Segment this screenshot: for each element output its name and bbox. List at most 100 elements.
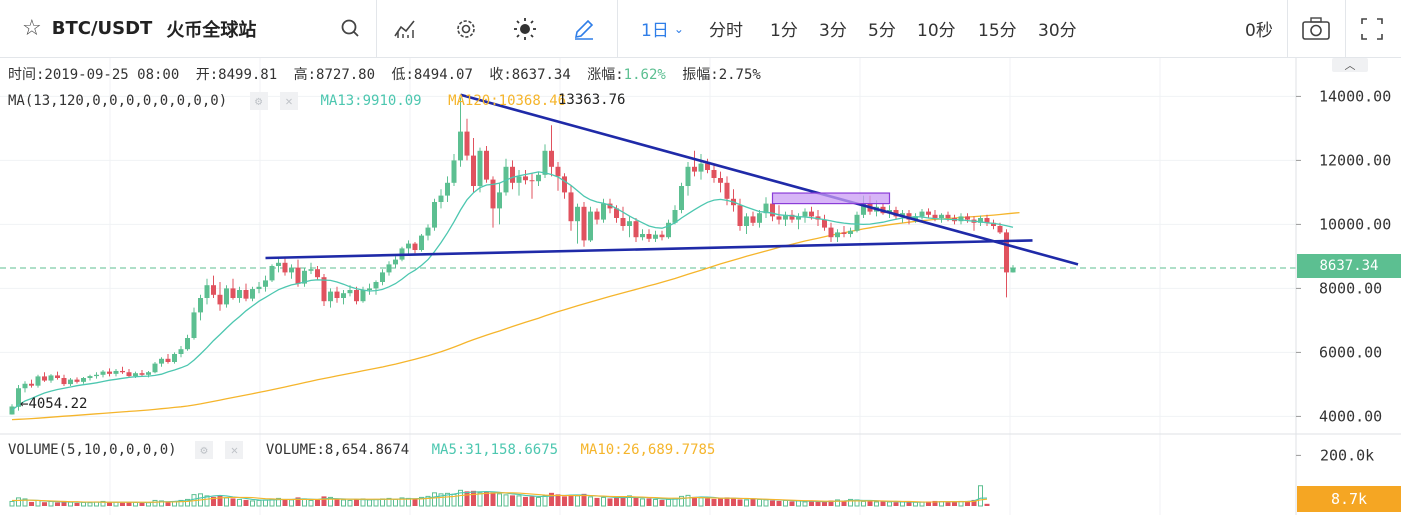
candle-body — [315, 269, 320, 278]
candle-body — [406, 243, 411, 249]
volume-bar — [783, 499, 788, 507]
candle-body — [607, 203, 613, 209]
volume-ma10-value: MA10:26,689.7785 — [580, 442, 716, 458]
volume-bar — [984, 503, 990, 506]
volume-bars — [9, 485, 990, 507]
candle-body — [282, 262, 288, 273]
price-chart[interactable]: 14000.00 12000.00 10000.00 8000.00 6000.00 40… — [0, 58, 1401, 515]
toolbar: ☆ BTC/USDT 火币全球站 1日 ⌄ 分时 1分 3分 5分 10分 15… — [0, 0, 1401, 58]
ma120-overlap-text: 13363.76 — [558, 92, 626, 108]
volume-value: VOLUME:8,654.8674 — [265, 442, 410, 458]
candle-body — [224, 288, 229, 305]
candle-body — [588, 211, 593, 241]
interval-10m[interactable]: 10分 — [917, 21, 956, 41]
volume-bar — [29, 501, 34, 506]
volume-settings-icon[interactable]: ⚙ — [195, 441, 214, 459]
info-high: 高:8727.80 — [293, 67, 376, 83]
candle-body — [919, 211, 925, 217]
search-button[interactable] — [338, 0, 364, 57]
volume-bar — [581, 493, 587, 506]
interval-1d[interactable]: 1日 ⌄ — [641, 0, 684, 57]
settings-button[interactable] — [453, 0, 479, 57]
volume-bar — [828, 500, 834, 506]
info-amplitude: 振幅:2.75% — [682, 67, 761, 83]
candle-body — [211, 285, 216, 295]
interval-3m[interactable]: 3分 — [819, 21, 847, 41]
volume-bar — [614, 497, 619, 506]
candle-body — [139, 373, 145, 375]
candle-body — [698, 163, 704, 172]
candle-body — [737, 205, 743, 226]
screenshot-button[interactable] — [1301, 0, 1331, 57]
interval-30m[interactable]: 30分 — [1038, 21, 1077, 41]
fullscreen-button[interactable] — [1359, 0, 1385, 57]
volume-bar — [276, 497, 281, 507]
candle-body — [906, 213, 912, 220]
volume-bar — [68, 501, 73, 507]
info-change-value: 1.62% — [623, 67, 666, 83]
volume-bar — [42, 502, 47, 506]
interval-timeline[interactable]: 分时 — [709, 21, 743, 41]
candle-body — [913, 216, 918, 220]
candle-body — [666, 222, 671, 238]
interval-5m[interactable]: 5分 — [868, 21, 896, 41]
draw-tool-button[interactable] — [571, 0, 597, 57]
chevron-up-icon: ︿ — [1345, 59, 1356, 72]
current-price-tag: 8637.34 — [1297, 254, 1401, 278]
volume-bar — [926, 501, 931, 506]
candle-body — [22, 383, 28, 389]
volume-bar — [367, 499, 372, 507]
volume-bar — [724, 497, 730, 506]
trendline — [460, 93, 1079, 266]
volume-bar — [594, 497, 600, 506]
pencil-icon — [574, 19, 594, 40]
scroll-up-button[interactable] — [1332, 58, 1368, 72]
candle-body — [217, 294, 223, 305]
candle-body — [328, 291, 333, 302]
candle-body — [393, 259, 398, 265]
volume-bar — [744, 499, 749, 507]
volume-legend: VOLUME(5,10,0,0,0,0) ⚙ ✕ VOLUME:8,654.86… — [8, 441, 715, 459]
interval-1m[interactable]: 1分 — [770, 21, 798, 41]
candle-body — [464, 131, 470, 156]
candle-body — [146, 372, 151, 375]
sun-icon — [514, 17, 536, 40]
volume-bar — [146, 502, 151, 507]
volume-bar — [81, 501, 86, 507]
candle-body — [35, 376, 41, 386]
volume-bar — [809, 501, 814, 506]
candle-body — [841, 232, 847, 234]
volume-bar — [315, 499, 320, 506]
toolbar-divider — [1345, 0, 1346, 57]
volume-bar — [100, 500, 106, 507]
candle-body — [74, 379, 80, 382]
volume-bar — [906, 502, 912, 506]
volume-bar — [861, 500, 866, 507]
theme-toggle-button[interactable] — [512, 0, 538, 57]
volume-bar — [295, 497, 301, 506]
volume-bar — [945, 502, 951, 506]
volume-close-icon[interactable]: ✕ — [225, 441, 244, 459]
toolbar-divider — [617, 0, 618, 57]
candle-body — [796, 216, 801, 220]
symbol-selector[interactable]: ☆ BTC/USDT 火币全球站 — [22, 0, 256, 57]
star-icon[interactable]: ☆ — [22, 16, 42, 41]
volume-bar — [588, 496, 593, 507]
ma-settings-icon[interactable]: ⚙ — [249, 92, 268, 110]
volume-bar — [789, 501, 795, 506]
candle-body — [120, 370, 125, 373]
candle-body — [783, 214, 788, 220]
candle-body — [848, 230, 853, 234]
interval-15m[interactable]: 15分 — [978, 21, 1017, 41]
ma-close-icon[interactable]: ✕ — [280, 92, 299, 110]
drawing-overlays — [265, 93, 1079, 266]
info-open: 开:8499.81 — [195, 67, 278, 83]
chevron-down-icon: ⌄ — [673, 21, 684, 36]
candle-body — [302, 270, 307, 284]
candle-body — [373, 282, 379, 289]
volume-bar — [55, 502, 60, 506]
candle-body — [549, 150, 554, 167]
indicators-button[interactable] — [392, 0, 418, 57]
volume-bar — [393, 498, 398, 507]
volume-bar — [711, 498, 717, 506]
